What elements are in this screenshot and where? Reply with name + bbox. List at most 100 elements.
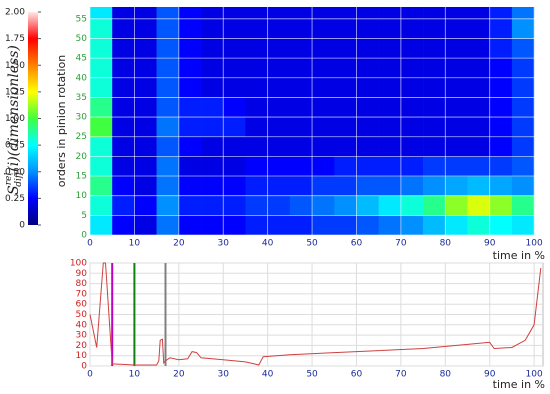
heat-cell — [378, 215, 402, 235]
heat-cell — [400, 58, 424, 79]
heat-cell — [378, 195, 402, 216]
heat-cell — [423, 18, 446, 39]
heat-cell — [423, 195, 446, 216]
heat-cell — [223, 77, 246, 98]
heat-cell — [245, 136, 268, 157]
x-tick-label: 0 — [87, 239, 93, 249]
y-axis-label: orders in pinion rotation — [55, 55, 68, 188]
heat-cell — [445, 38, 468, 59]
heat-cell — [90, 117, 113, 138]
heat-cell — [356, 38, 379, 59]
heat-cell — [312, 38, 335, 59]
y-tick-label: 25 — [76, 132, 87, 142]
heat-cell — [267, 58, 291, 79]
heat-cell — [223, 58, 246, 79]
heat-cell — [289, 215, 313, 235]
heat-cell — [156, 156, 180, 177]
heat-cell — [245, 38, 268, 59]
heat-cell — [267, 117, 291, 138]
heat-cell — [489, 117, 513, 138]
heat-cell — [467, 77, 491, 98]
y-tick-label: 80 — [76, 279, 88, 289]
heat-cell — [334, 156, 357, 177]
series-line — [89, 262, 542, 366]
heat-cell — [467, 195, 491, 216]
heat-cell — [112, 195, 135, 216]
heat-cell — [445, 117, 468, 138]
heat-cell — [400, 97, 424, 118]
heat-cell — [112, 117, 135, 138]
heat-cell — [156, 215, 180, 235]
heat-cell — [267, 176, 291, 196]
heat-cell — [356, 156, 379, 177]
colorbar-tick-label: 1.50 — [5, 61, 25, 71]
heat-cell — [445, 195, 468, 216]
heat-cell — [178, 58, 202, 79]
heat-cell — [178, 97, 202, 118]
heat-cell — [267, 195, 291, 216]
y-tick-label: 90 — [76, 269, 88, 279]
heat-cell — [156, 195, 180, 216]
heat-cell — [467, 117, 491, 138]
heat-cell — [245, 195, 268, 216]
x-tick-label: 50 — [306, 239, 318, 249]
heat-cell — [90, 7, 113, 20]
heat-cell — [467, 58, 491, 79]
heat-cell — [245, 58, 268, 79]
y-tick-label: 10 — [76, 351, 88, 361]
heat-cell — [423, 58, 446, 79]
heat-cell — [400, 7, 424, 20]
heat-cell — [489, 97, 513, 118]
heat-cell — [511, 77, 535, 98]
heat-cell — [489, 195, 513, 216]
heat-cell — [289, 77, 313, 98]
colorbar-tick-label: 1.75 — [5, 34, 25, 44]
heat-cell — [90, 97, 113, 118]
heat-cell — [489, 18, 513, 39]
heat-cell — [511, 7, 535, 20]
heat-cell — [423, 136, 446, 157]
heat-cell — [378, 176, 402, 196]
heat-cell — [423, 38, 446, 59]
y-tick-label: 10 — [76, 191, 88, 201]
y-tick-label: 100 — [70, 259, 87, 269]
heat-cell — [334, 176, 357, 196]
heat-cell — [378, 18, 402, 39]
y-tick-label: 50 — [76, 34, 88, 44]
y-tick-label: 40 — [76, 320, 88, 330]
heat-cell — [489, 215, 513, 235]
heat-cell — [112, 97, 135, 118]
x-tick-label: 70 — [395, 239, 407, 249]
heat-cell — [223, 7, 246, 20]
heat-cell — [267, 136, 291, 157]
y-tick-label: 50 — [76, 310, 88, 320]
heat-cell — [356, 77, 379, 98]
heat-cell — [511, 176, 535, 196]
heat-cell — [423, 117, 446, 138]
heat-cell — [378, 38, 402, 59]
y-tick-label: 40 — [76, 73, 88, 83]
heat-cell — [334, 58, 357, 79]
x-tick-label: 10 — [129, 370, 141, 380]
heat-cell — [178, 176, 202, 196]
heat-cell — [201, 77, 224, 98]
heat-cell — [312, 77, 335, 98]
x-tick-label: 80 — [440, 239, 452, 249]
heat-cell — [223, 156, 246, 177]
heat-cell — [400, 215, 424, 235]
heat-cell — [267, 97, 291, 118]
x-axis-label: time in % — [493, 378, 545, 391]
x-tick-label: 100 — [526, 370, 543, 380]
heat-cell — [445, 77, 468, 98]
heat-cell — [112, 215, 135, 235]
heat-cell — [378, 156, 402, 177]
heat-cell — [134, 7, 157, 20]
heat-cell — [423, 7, 446, 20]
heat-cell — [289, 117, 313, 138]
heat-cell — [112, 18, 135, 39]
heat-cell — [245, 215, 268, 235]
heat-cell — [467, 18, 491, 39]
heat-cell — [423, 156, 446, 177]
heat-cell — [356, 18, 379, 39]
x-tick-label: 50 — [306, 370, 318, 380]
